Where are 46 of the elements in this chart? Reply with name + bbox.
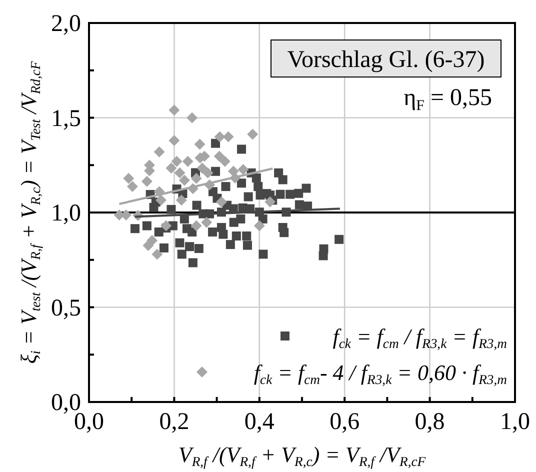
point xyxy=(166,162,177,174)
x-tick-label: 0,2 xyxy=(159,409,190,435)
point xyxy=(182,156,194,167)
point xyxy=(174,167,186,178)
legend-label: f$_{ck}$ = f$_{cm}$ / f$_{R3,k}$ = f$_{R3,m}$ xyxy=(332,324,508,352)
point xyxy=(178,174,190,186)
x-tick-label: 0,8 xyxy=(414,409,445,435)
legend-label: f$_{ck}$ = f$_{cm}$- 4 / f$_{R3,k}$ = 0,60 · f$_{R3,m}$ xyxy=(254,360,508,388)
point xyxy=(196,162,208,174)
point xyxy=(146,235,158,246)
point xyxy=(222,131,234,142)
point xyxy=(154,146,165,158)
point xyxy=(160,220,172,232)
point xyxy=(190,172,202,184)
point xyxy=(152,248,163,260)
point xyxy=(264,196,276,208)
point xyxy=(194,138,206,150)
x-tick-label: 1,0 xyxy=(500,409,530,435)
point xyxy=(176,194,187,206)
point xyxy=(254,220,265,232)
point xyxy=(216,196,227,208)
point xyxy=(126,181,138,192)
point xyxy=(202,167,214,178)
point xyxy=(155,194,166,206)
point xyxy=(168,104,180,116)
y-tick-label: 2,0 xyxy=(51,11,81,37)
point xyxy=(141,176,152,187)
point xyxy=(201,216,212,228)
y-tick-label: 0,5 xyxy=(51,295,81,322)
point xyxy=(214,131,226,142)
x-tick-label: 0,4 xyxy=(244,409,274,435)
x-tick-label: 0,6 xyxy=(330,409,360,435)
point xyxy=(214,150,225,162)
point xyxy=(168,134,180,146)
point xyxy=(171,156,182,167)
point xyxy=(247,128,258,140)
annotation: η$_{F}$ = 0,55 xyxy=(404,85,492,114)
point xyxy=(190,220,202,232)
annotation: Vorschlag Gl. (6-37) xyxy=(287,47,485,73)
point xyxy=(219,156,230,167)
text: V$_{R,f}$ /(V$_{R,f}$ + V$_{R,c}$) = V$_{R,f}$ /V$_{R,cF}$ xyxy=(178,442,426,470)
point xyxy=(186,112,198,124)
point xyxy=(238,164,249,175)
y-tick-label: 1,5 xyxy=(51,106,81,132)
point xyxy=(123,172,134,184)
y-tick-label: 1,0 xyxy=(51,200,81,226)
